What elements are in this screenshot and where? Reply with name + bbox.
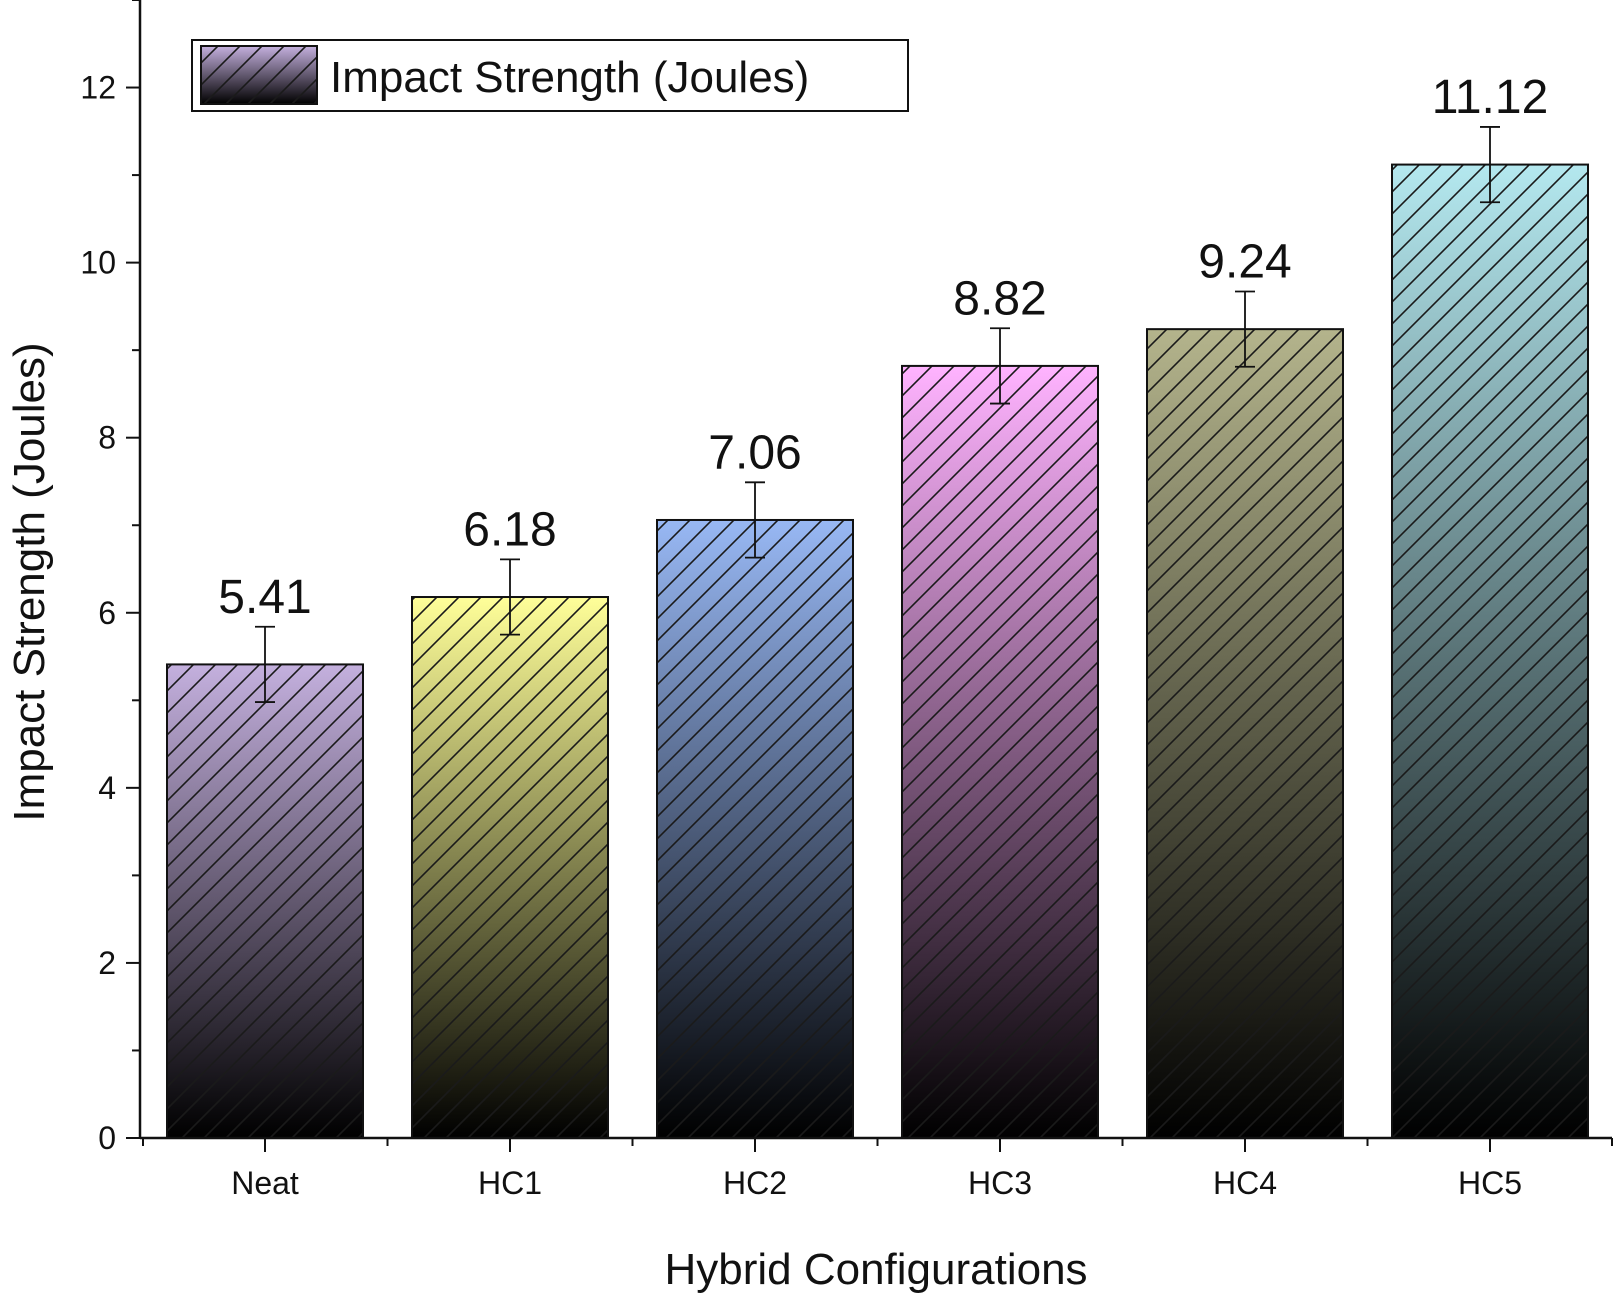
- data-label-hc2: 7.06: [708, 426, 801, 479]
- legend: Impact Strength (Joules): [191, 39, 909, 112]
- bar-neat: [166, 663, 364, 1139]
- y-tick-label: 10: [80, 245, 116, 281]
- x-tick-label: HC5: [1458, 1165, 1522, 1201]
- bar-hatch: [656, 518, 854, 1139]
- data-label-hc3: 8.82: [953, 272, 1046, 325]
- error-bar-hc5: [1480, 126, 1500, 204]
- y-tick-label: 8: [98, 420, 116, 456]
- bar-hc1: [411, 596, 609, 1139]
- x-tick-label: HC4: [1213, 1165, 1277, 1201]
- error-bar-hc1: [500, 558, 520, 636]
- bar-hc3: [901, 364, 1099, 1139]
- data-labels-layer: 5.41 6.18 7.06 8.82 9.24 11.12: [218, 71, 1548, 624]
- legend-label: Impact Strength (Joules): [330, 53, 809, 102]
- bar-hatch: [166, 663, 364, 1139]
- bar-hc2: [656, 518, 854, 1139]
- axes-layer: 0 2 4 6 8 10 12 Neat HC1 HC2 HC3 HC4 HC5: [80, 0, 1613, 1201]
- y-tick-label: 12: [80, 70, 116, 106]
- x-tick-label: HC1: [478, 1165, 542, 1201]
- x-tick-label: Neat: [231, 1165, 299, 1201]
- error-bar-neat: [255, 625, 275, 703]
- error-bar-hc2: [745, 481, 765, 559]
- bars-layer: [166, 163, 1589, 1140]
- y-axis-title: Impact Strength (Joules): [5, 342, 54, 821]
- bar-hatch: [901, 364, 1099, 1139]
- y-tick-label: 2: [98, 945, 116, 981]
- y-tick-label: 0: [98, 1120, 116, 1156]
- data-label-hc5: 11.12: [1432, 71, 1549, 124]
- data-label-hc4: 9.24: [1198, 236, 1291, 289]
- bar-hc4: [1146, 328, 1344, 1140]
- bar-hc5: [1391, 163, 1589, 1139]
- error-bar-hc4: [1235, 290, 1255, 368]
- bar-hatch: [1391, 163, 1589, 1139]
- x-tick-label: HC3: [968, 1165, 1032, 1201]
- error-bars-layer: [255, 126, 1500, 703]
- data-label-hc1: 6.18: [463, 503, 556, 556]
- bar-hatch: [411, 596, 609, 1139]
- bar-hatch: [1146, 328, 1344, 1140]
- x-tick-label: HC2: [723, 1165, 787, 1201]
- error-bar-hc3: [990, 327, 1010, 405]
- x-axis-title: Hybrid Configurations: [664, 1245, 1087, 1294]
- y-tick-label: 6: [98, 595, 116, 631]
- legend-swatch: [200, 45, 318, 105]
- data-label-neat: 5.41: [218, 571, 311, 624]
- y-tick-label: 4: [98, 770, 116, 806]
